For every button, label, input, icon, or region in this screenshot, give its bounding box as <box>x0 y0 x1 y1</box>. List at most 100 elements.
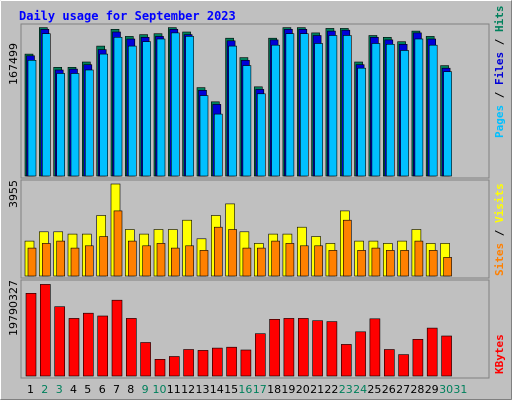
top-pages-bar-day-10 <box>156 38 166 177</box>
day-label-6: 6 <box>99 383 106 396</box>
top-pages-bar-day-4 <box>70 73 80 177</box>
top-pages-bar-day-16 <box>242 65 252 177</box>
side-sep-1: / <box>493 85 506 105</box>
bottom-kbytes-bar-day-17 <box>255 333 266 377</box>
top-side-labels: Pages / Files / Hits <box>493 6 506 139</box>
top-pages-bar-day-13 <box>199 95 209 177</box>
top-pages-bar-day-2 <box>41 33 51 177</box>
middle-sites-bar-day-14 <box>214 226 223 277</box>
day-label-3: 3 <box>56 383 63 396</box>
top-pages-bar-day-7 <box>113 36 123 177</box>
top-pages-bar-day-25 <box>371 43 381 177</box>
middle-panel-bars <box>24 183 452 277</box>
middle-sites-bar-day-7 <box>113 210 123 277</box>
day-label-11: 11 <box>167 383 181 396</box>
middle-side-labels: Sites / Visits <box>493 183 506 276</box>
middle-sites-bar-day-27 <box>400 250 409 277</box>
bottom-kbytes-bar-day-20 <box>297 318 309 377</box>
bottom-kbytes-bar-day-9 <box>140 342 151 377</box>
middle-ymax-label: 3955 <box>7 180 20 208</box>
bottom-kbytes-bar-day-14 <box>212 347 223 377</box>
day-label-10: 10 <box>153 383 167 396</box>
side-sep-2: / <box>493 32 506 52</box>
top-pages-bar-day-30 <box>443 71 452 177</box>
top-pages-bar-day-6 <box>99 53 108 177</box>
side-label-sites: Sites <box>493 243 506 276</box>
bottom-kbytes-bar-day-28 <box>412 338 424 377</box>
middle-sites-bar-day-5 <box>85 245 94 277</box>
bottom-side-labels: KBytes <box>493 334 506 374</box>
bottom-kbytes-bar-day-30 <box>441 335 452 377</box>
top-pages-bar-day-9 <box>142 41 151 177</box>
side-label-files: Files <box>493 52 506 85</box>
day-label-9: 9 <box>142 383 149 396</box>
day-label-7: 7 <box>113 383 120 396</box>
day-label-18: 18 <box>267 383 281 396</box>
middle-sites-bar-day-21 <box>314 245 323 277</box>
bottom-kbytes-bar-day-25 <box>369 318 381 377</box>
day-label-4: 4 <box>70 383 77 396</box>
bottom-ymax-label: 19790327 <box>7 280 20 336</box>
middle-sites-bar-day-6 <box>99 236 108 277</box>
middle-sites-bar-day-20 <box>299 245 309 277</box>
bottom-kbytes-bar-day-10 <box>154 358 166 377</box>
top-pages-bar-day-14 <box>214 113 223 177</box>
bottom-kbytes-bar-day-27 <box>398 354 409 377</box>
top-pages-bar-day-15 <box>228 45 237 177</box>
top-pages-bar-day-24 <box>357 67 366 177</box>
middle-sites-bar-day-25 <box>371 247 381 277</box>
day-label-29: 29 <box>425 383 439 396</box>
middle-sites-bar-day-16 <box>242 247 252 277</box>
day-label-14: 14 <box>210 383 224 396</box>
day-label-28: 28 <box>410 383 424 396</box>
top-pages-bar-day-20 <box>299 33 309 177</box>
bottom-kbytes-bar-day-1 <box>25 292 37 377</box>
bottom-kbytes-bar-day-22 <box>326 321 338 377</box>
day-label-2: 2 <box>41 383 48 396</box>
day-label-8: 8 <box>127 383 134 396</box>
bottom-kbytes-bar-day-15 <box>226 346 237 377</box>
day-label-16: 16 <box>238 383 252 396</box>
day-label-12: 12 <box>181 383 195 396</box>
day-label-24: 24 <box>353 383 367 396</box>
top-pages-bar-day-11 <box>171 32 180 177</box>
day-label-15: 15 <box>224 383 238 396</box>
middle-sites-bar-day-3 <box>56 240 66 277</box>
day-labels: 1 2 3 4 5 6 7 8 9 10 11 12 13 14 15 16 17 18 19 20 21 22 23 24 2… <box>27 383 467 396</box>
day-label-22: 22 <box>324 383 338 396</box>
bottom-kbytes-bar-day-8 <box>126 318 137 377</box>
middle-sites-bar-day-8 <box>128 240 137 277</box>
middle-sites-bar-day-11 <box>171 247 180 277</box>
top-pages-bar-day-5 <box>85 69 94 177</box>
middle-sites-bar-day-4 <box>70 247 80 277</box>
middle-sites-bar-day-30 <box>443 257 452 277</box>
top-ymax-label: 167499 <box>7 43 20 85</box>
side-sep-3: / <box>493 223 506 243</box>
top-pages-bar-day-3 <box>56 73 66 177</box>
day-label-26: 26 <box>382 383 396 396</box>
day-label-5: 5 <box>84 383 91 396</box>
day-label-31: 31 <box>453 383 467 396</box>
bottom-kbytes-bar-day-12 <box>183 349 194 377</box>
day-label-19: 19 <box>281 383 295 396</box>
side-label-kbytes: KBytes <box>493 334 506 374</box>
bottom-kbytes-bar-day-3 <box>54 306 66 377</box>
middle-sites-bar-day-24 <box>357 250 366 277</box>
bottom-kbytes-bar-day-21 <box>312 320 323 377</box>
top-panel-bars <box>24 27 452 177</box>
bottom-kbytes-bar-day-6 <box>97 315 108 377</box>
middle-sites-bar-day-18 <box>271 240 280 277</box>
side-label-hits: Hits <box>493 6 506 33</box>
day-label-20: 20 <box>296 383 310 396</box>
day-label-30: 30 <box>439 383 453 396</box>
top-pages-bar-day-26 <box>385 43 395 177</box>
middle-sites-bar-day-13 <box>199 250 209 277</box>
day-label-21: 21 <box>310 383 324 396</box>
bottom-kbytes-bar-day-5 <box>83 312 94 377</box>
bottom-kbytes-bar-day-7 <box>111 299 123 377</box>
bottom-kbytes-bar-day-2 <box>39 284 51 377</box>
top-pages-bar-day-29 <box>428 44 438 177</box>
middle-sites-bar-day-12 <box>185 245 194 277</box>
day-label-23: 23 <box>339 383 353 396</box>
